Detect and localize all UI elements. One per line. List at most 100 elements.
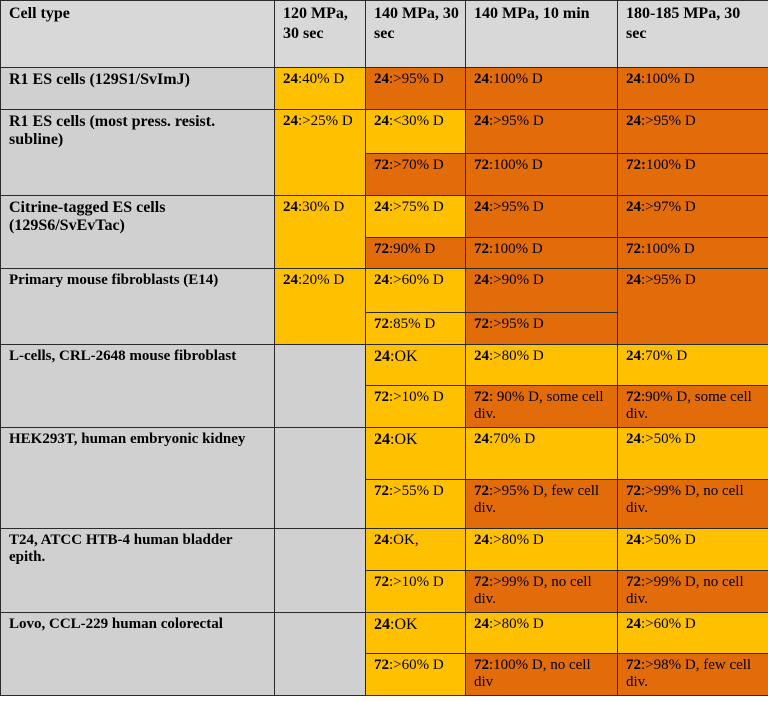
result-value: :>80% D [489,532,544,548]
hours-label: 24 [474,199,489,215]
result-cell: 72:>95% D, few cell div. [465,479,618,529]
table-row: L-cells, CRL-2648 mouse fibroblast 24:OK… [0,344,768,428]
empty-cell [274,427,366,529]
hours-label: 72 [474,483,489,499]
result-cell: 72:>60% D [365,653,466,696]
result-cell: 72:>10% D [365,385,466,428]
result-cell: 72:100% D [465,237,618,269]
result-value: :OK [390,616,418,633]
result-value: :100% D, no cell div [474,657,591,690]
cell-type: Primary mouse fibroblasts (E14) [0,268,275,345]
result-value: :>99% D, no cell div. [474,574,592,607]
header-140mpa-10min: 140 MPa, 10 min [465,0,618,68]
result-value: :>70% D [389,157,444,173]
result-value: :70% D [641,348,688,364]
hours-label: 72 [374,389,389,405]
hours-label: 72 [374,574,389,590]
result-value: :>75% D [389,199,444,215]
hours-label: 24 [474,71,489,87]
result-value: :>95% D [389,71,444,87]
hours-label: 24 [626,348,641,364]
table-row: HEK293T, human embryonic kidney 24:OK 24… [0,427,768,529]
hours-label: 24 [626,199,641,215]
result-cell: 72:>99% D, no cell div. [465,570,618,613]
table-row: R1 ES cells (most press. resist. subline… [0,109,768,196]
result-value: 100% D [646,157,696,173]
empty-cell [274,528,366,613]
hours-label: 24 [374,348,390,365]
hours-label: 24 [626,113,641,129]
table-row: R1 ES cells (129S1/SvImJ) 24:40% D 24:>9… [0,67,768,110]
result-value: :>55% D [389,483,444,499]
hours-label: 24 [474,272,489,288]
result-cell: 72:85% D [365,312,466,345]
result-cell: 24:OK, [365,528,466,571]
result-cell: 24:>25% D [274,109,366,196]
result-value: :>97% D [641,199,696,215]
result-cell: 72:100% D [465,153,618,196]
cell-type: T24, ATCC HTB-4 human bladder epith. [0,528,275,613]
result-cell: 72:90% D, some cell div. [617,385,768,428]
result-cell: 72:100% D [617,153,768,196]
result-cell: 24:OK [365,344,466,386]
cell-type: Lovo, CCL-229 human colorectal [0,612,275,696]
hours-label: 24 [283,113,298,129]
result-value: :90% D [389,241,436,257]
result-cell: 72:>95% D [465,312,618,345]
result-cell: 72:>99% D, no cell div. [617,570,768,613]
result-value: :>95% D [641,113,696,129]
result-value: :>50% D [641,532,696,548]
table-row: Lovo, CCL-229 human colorectal 24:OK 24:… [0,612,768,696]
result-cell: 24:>60% D [617,612,768,654]
table-row: T24, ATCC HTB-4 human bladder epith. 24:… [0,528,768,613]
header-120mpa-30sec: 120 MPa, 30 sec [274,0,366,68]
result-cell: 24:30% D [274,195,366,269]
hours-label: 24 [374,431,390,448]
result-value: :>80% D [489,348,544,364]
hours-label: 72 [374,316,389,332]
cell-type: Citrine-tagged ES cells (129S6/SvEvTac) [0,195,275,269]
result-value: :70% D [489,431,536,447]
table-row: 72:>55% D 72:>95% D, few cell div. 72:>9… [1,479,768,529]
result-value: :20% D [298,272,345,288]
table-row: 72 :>70% D 72:100% D 72:100% D [1,153,768,196]
result-cell: 72:90% D [365,237,466,269]
hours-label: 72 [626,483,641,499]
result-cell: 24:>50% D [617,528,768,571]
result-cell: 24:>95% D [365,67,466,110]
result-cell: 72:>55% D [365,479,466,529]
result-value: :100% D [641,241,695,257]
result-cell: 72:>99% D, no cell div. [617,479,768,529]
result-cell: 24:>97% D [617,195,768,238]
result-value: : 90% D, some cell div. [474,389,604,422]
hours-label: 24 [374,113,389,129]
table-row: Primary mouse fibroblasts (E14) 24 :20% D… [0,268,768,345]
result-value: :>95% D [489,199,544,215]
cell-type: R1 ES cells (most press. resist. subline… [0,109,275,196]
result-value: :100% D [489,157,543,173]
result-cell: 24:<30% D [365,109,466,154]
hours-label: 72 [474,657,489,673]
result-value: :>95% D [489,113,544,129]
hours-label: 72 [474,389,489,405]
result-value: :>25% D [298,113,353,129]
result-cell: 24:>60% D [365,268,466,313]
hours-label: 72 [374,483,389,499]
hours-label: 24 [474,113,489,129]
result-value: :OK, [389,532,419,548]
table-row: 72:>10% D 72:>99% D, no cell div. 72:>99… [1,570,768,613]
result-value: :>95% D [641,272,696,288]
result-cell: 24:100% D [617,67,768,110]
header-cell-type: Cell type [0,0,275,68]
result-cell: 72:100% D, no cell div [465,653,618,696]
result-cell: 24:100% D [465,67,618,110]
table-row: 72:>10% D 72: 90% D, some cell div. 72:9… [1,385,768,428]
cell-type: L-cells, CRL-2648 mouse fibroblast [0,344,275,428]
result-value: :OK [390,348,418,365]
result-cell: 24:OK [365,427,466,480]
result-value: :40% D [298,71,345,87]
hours-label: 72 [474,157,489,173]
result-value: :>10% D [389,574,444,590]
result-cell: 72:>98% D, few cell div. [617,653,768,696]
